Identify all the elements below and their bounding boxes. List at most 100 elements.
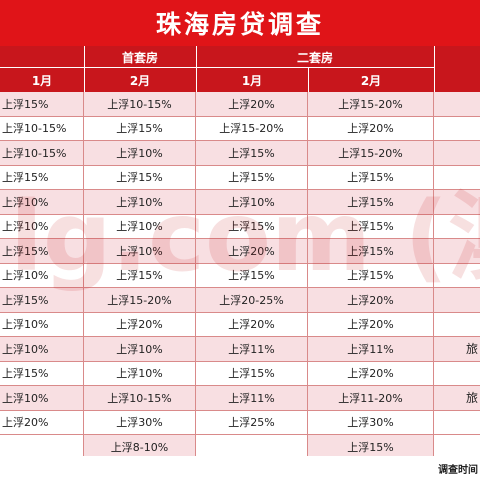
table-row: 上浮10% 上浮20% 上浮20% 上浮20% [0,312,480,337]
table-cell: 上浮20-25% [196,288,308,312]
header-divider [84,46,85,92]
table-cell: 上浮10% [0,190,84,214]
table-cell: 上浮15% [0,288,84,312]
table-cell: 上浮20% [84,312,196,336]
table-cell [434,117,480,141]
table-cell: 上浮15% [0,165,84,189]
table-cell: 上浮15% [84,116,196,140]
table-cell: 上浮15% [196,214,308,238]
table-cell: 上浮20% [196,92,308,116]
table-cell: 上浮10% [0,263,84,287]
table-cell: 上浮11-20% [308,386,434,410]
table-row: 上浮10% 上浮10-15% 上浮11% 上浮11-20% 旅 [0,386,480,411]
header-divider [434,46,435,92]
table-cell: 上浮20% [0,410,84,434]
table-cell: 上浮10-15% [84,92,196,116]
rate-table: 上浮15% 上浮10-15% 上浮20% 上浮15-20% 上浮10-15% 上… [0,92,480,460]
footer: 调查时间 [0,456,480,480]
table-cell [434,190,480,214]
table-cell: 上浮20% [308,361,434,385]
table-cell: 上浮15% [308,263,434,287]
header-group-second-home: 二套房 [196,46,434,68]
table-cell: 上浮15-20% [308,92,434,116]
table-row: 上浮15% 上浮15-20% 上浮20-25% 上浮20% [0,288,480,313]
table-cell: 上浮10% [84,239,196,263]
header-group-extra [434,46,480,92]
table-cell: 上浮15% [308,165,434,189]
header-month-2: 2月 [84,68,196,92]
header-group-first-home: 首套房 [84,46,196,68]
table-cell [434,141,480,165]
table-cell: 上浮15% [308,239,434,263]
table-row: 上浮15% 上浮15% 上浮15% 上浮15% [0,165,480,190]
table-row: 上浮15% 上浮10% 上浮15% 上浮20% [0,361,480,386]
table-row: 上浮10% 上浮10% 上浮11% 上浮11% 旅 [0,337,480,362]
table-cell: 上浮10% [196,190,308,214]
table-cell: 上浮15-20% [308,141,434,165]
table-row: 上浮20% 上浮30% 上浮25% 上浮30% [0,410,480,435]
table-row: 上浮15% 上浮10% 上浮20% 上浮15% [0,239,480,264]
table-cell: 上浮10% [84,190,196,214]
table-row: 上浮10-15% 上浮15% 上浮15-20% 上浮20% [0,116,480,141]
table-cell: 上浮30% [308,410,434,434]
table-cell: 上浮10% [0,386,84,410]
table-cell: 上浮10% [0,214,84,238]
table-cell: 上浮20% [196,239,308,263]
table-row: 上浮10-15% 上浮10% 上浮15% 上浮15-20% [0,141,480,166]
table-cell [434,239,480,263]
header-month-4: 2月 [308,68,434,92]
table-cell: 旅 [465,342,478,357]
table-cell [434,362,480,386]
table-cell: 上浮25% [196,410,308,434]
table-cell: 上浮20% [196,312,308,336]
table-cell: 上浮15% [0,239,84,263]
table-cell: 上浮20% [308,312,434,336]
table-cell: 上浮20% [308,288,434,312]
table-cell: 上浮11% [196,337,308,361]
table-cell: 上浮8-10% [84,435,196,460]
table-cell: 上浮11% [308,337,434,361]
table-cell: 上浮15% [84,165,196,189]
table-cell: 上浮15% [308,190,434,214]
header-divider [308,68,309,92]
table-row: 上浮10% 上浮10% 上浮15% 上浮15% [0,214,480,239]
table-cell: 上浮10-15% [0,141,84,165]
page-title: 珠海房贷调查 [0,0,480,46]
table-cell [434,166,480,190]
table-cell: 上浮15-20% [84,288,196,312]
table-cell: 上浮15% [0,92,84,116]
header-divider [196,46,197,92]
table-cell [434,288,480,312]
table-cell [434,215,480,239]
header-divider [0,67,434,68]
table-cell: 上浮15% [308,435,434,460]
table-row: 上浮10% 上浮15% 上浮15% 上浮15% [0,263,480,288]
table-cell: 上浮15% [196,361,308,385]
table-cell: 上浮10% [84,361,196,385]
table-cell: 上浮10% [84,141,196,165]
table-cell: 上浮11% [196,386,308,410]
table-row: 上浮15% 上浮10-15% 上浮20% 上浮15-20% [0,92,480,117]
table-cell [196,435,308,460]
survey-time-label: 调查时间 [438,465,478,476]
table-cell: 旅 [465,391,478,406]
table-cell: 上浮15% [196,141,308,165]
table-cell: 上浮10% [84,214,196,238]
table-row: 上浮10% 上浮10% 上浮10% 上浮15% [0,190,480,215]
table-cell: 上浮10% [0,312,84,336]
header-month-3: 1月 [196,68,308,92]
table-cell: 上浮15% [196,263,308,287]
table-cell: 上浮10% [84,337,196,361]
header-group-blank [0,46,84,68]
table-cell: 上浮15% [0,361,84,385]
table-cell: 上浮10-15% [84,386,196,410]
table-row: 上浮8-10% 上浮15% [0,435,480,460]
table-cell [434,411,480,435]
table-cell [0,435,84,460]
table-cell [434,313,480,337]
table-cell: 上浮15-20% [196,116,308,140]
table-cell [434,92,480,116]
table-cell: 上浮10% [0,337,84,361]
header-month-1: 1月 [0,68,84,92]
table-cell [434,264,480,288]
